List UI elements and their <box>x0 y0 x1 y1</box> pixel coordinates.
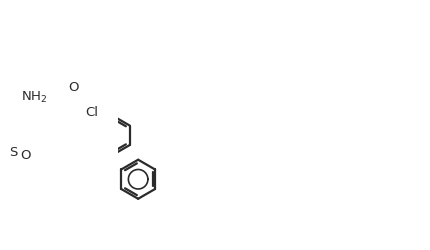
Text: O: O <box>68 81 78 94</box>
Text: NH$_2$: NH$_2$ <box>21 90 47 104</box>
Text: S: S <box>9 146 17 159</box>
Text: N: N <box>7 149 17 162</box>
Text: O: O <box>21 149 31 162</box>
Text: Cl: Cl <box>85 106 98 120</box>
